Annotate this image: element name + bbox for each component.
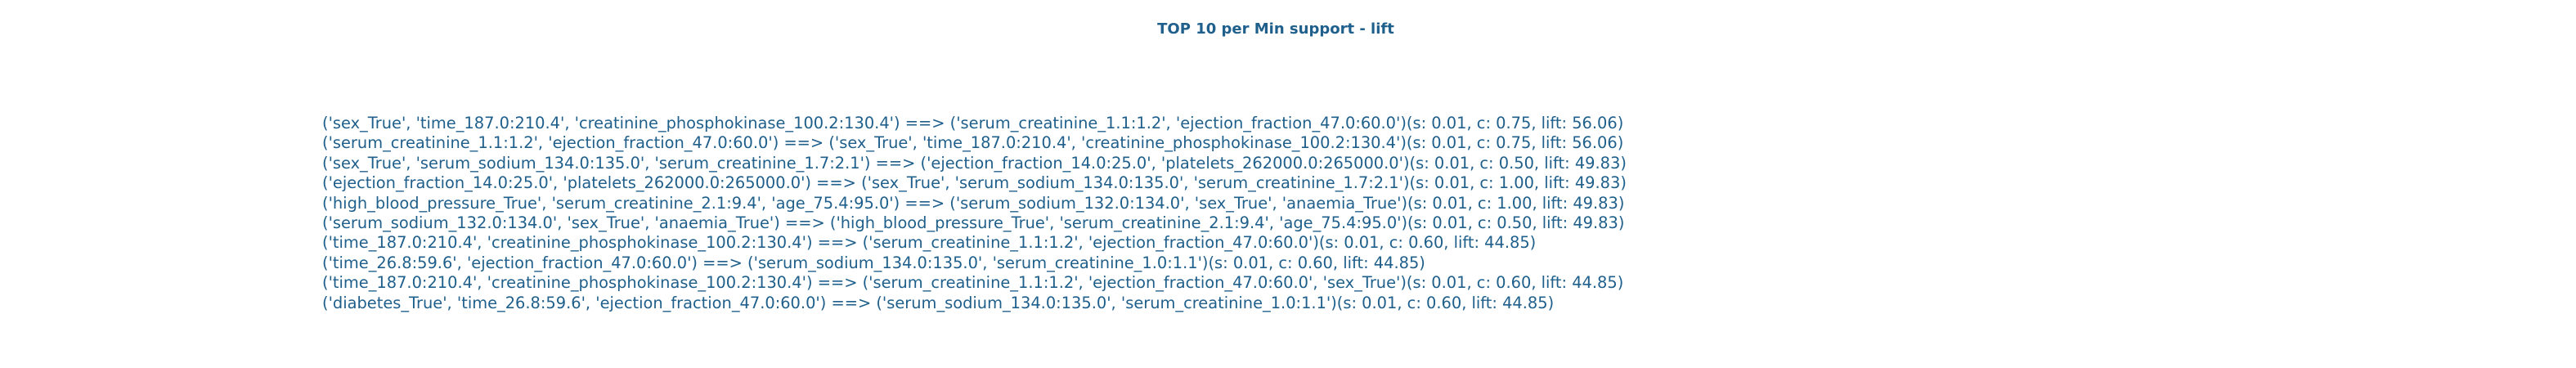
rule-line: ('sex_True', 'serum_sodium_134.0:135.0',… <box>322 153 1627 173</box>
rule-line: ('time_187.0:210.4', 'creatinine_phospho… <box>322 273 1624 293</box>
chart-title: TOP 10 per Min support - lift <box>1157 20 1394 38</box>
rule-line: ('time_26.8:59.6', 'ejection_fraction_47… <box>322 253 1425 272</box>
rule-line: ('high_blood_pressure_True', 'serum_crea… <box>322 193 1625 213</box>
rule-line: ('serum_sodium_132.0:134.0', 'sex_True',… <box>322 213 1625 232</box>
rule-line: ('sex_True', 'time_187.0:210.4', 'creati… <box>322 114 1624 132</box>
rule-line: ('ejection_fraction_14.0:25.0', 'platele… <box>322 173 1627 193</box>
rule-line: ('diabetes_True', 'time_26.8:59.6', 'eje… <box>322 293 1555 312</box>
rule-line: ('time_187.0:210.4', 'creatinine_phospho… <box>322 233 1537 253</box>
rule-line: ('serum_creatinine_1.1:1.2', 'ejection_f… <box>322 133 1624 153</box>
association-rules-list: ('sex_True', 'time_187.0:210.4', 'creati… <box>322 114 1627 313</box>
